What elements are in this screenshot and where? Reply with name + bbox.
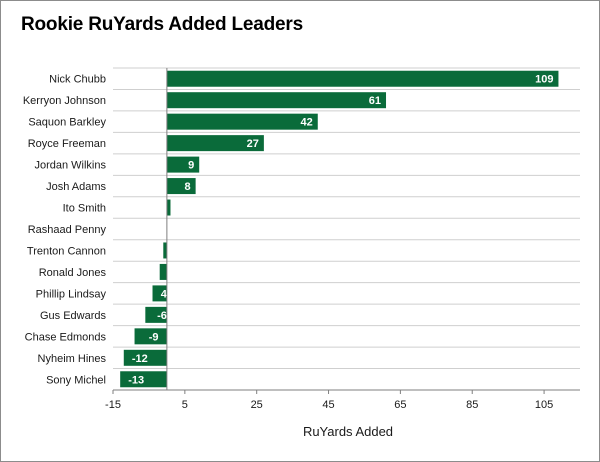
category-label: Josh Adams [46, 181, 106, 193]
category-label: Gus Edwards [40, 310, 107, 322]
category-label: Trenton Cannon [27, 245, 106, 257]
bar [145, 306, 167, 323]
x-tick-label: 85 [466, 399, 478, 411]
data-label: -12 [132, 353, 148, 365]
category-label: Royce Freeman [28, 138, 106, 150]
category-label: Phillip Lindsay [36, 288, 107, 300]
bar [163, 242, 167, 259]
category-label: Ronald Jones [39, 267, 107, 279]
x-tick-label: 65 [394, 399, 406, 411]
bar [166, 156, 200, 173]
data-label: -6 [157, 310, 167, 322]
category-label: Chase Edmonds [25, 331, 107, 343]
data-label: -13 [128, 374, 144, 386]
x-tick-label: 25 [251, 399, 263, 411]
bar [166, 113, 318, 130]
x-tick-label: 45 [322, 399, 334, 411]
data-label: 61 [369, 95, 381, 107]
bar [159, 263, 167, 280]
category-label: Jordan Wilkins [34, 160, 106, 172]
category-label: Ito Smith [63, 203, 106, 215]
data-label: 9 [188, 160, 194, 172]
x-tick-label: 5 [182, 399, 188, 411]
bar [123, 349, 167, 366]
chart-title: Rookie RuYards Added Leaders [21, 14, 303, 35]
data-label: -9 [149, 331, 159, 343]
bar [166, 135, 264, 152]
category-label: Sony Michel [46, 374, 106, 386]
category-label: Rashaad Penny [28, 224, 107, 236]
data-label: 4 [161, 288, 168, 300]
bar [166, 199, 171, 216]
bar [152, 285, 167, 302]
x-tick-label: 105 [535, 399, 553, 411]
bar [166, 178, 196, 195]
bar [134, 328, 167, 345]
category-label: Nyheim Hines [38, 353, 107, 365]
x-axis-label: RuYards Added [303, 424, 393, 439]
bar [166, 70, 559, 87]
x-tick-label: -15 [105, 399, 121, 411]
category-label: Nick Chubb [49, 74, 106, 86]
bar [166, 92, 387, 109]
data-label: 42 [301, 117, 313, 129]
data-label: 27 [247, 138, 259, 150]
category-label: Kerryon Johnson [23, 95, 106, 107]
data-label: 8 [184, 181, 190, 193]
category-label: Saquon Barkley [28, 117, 106, 129]
bar [120, 371, 167, 388]
data-label: 109 [535, 74, 553, 86]
